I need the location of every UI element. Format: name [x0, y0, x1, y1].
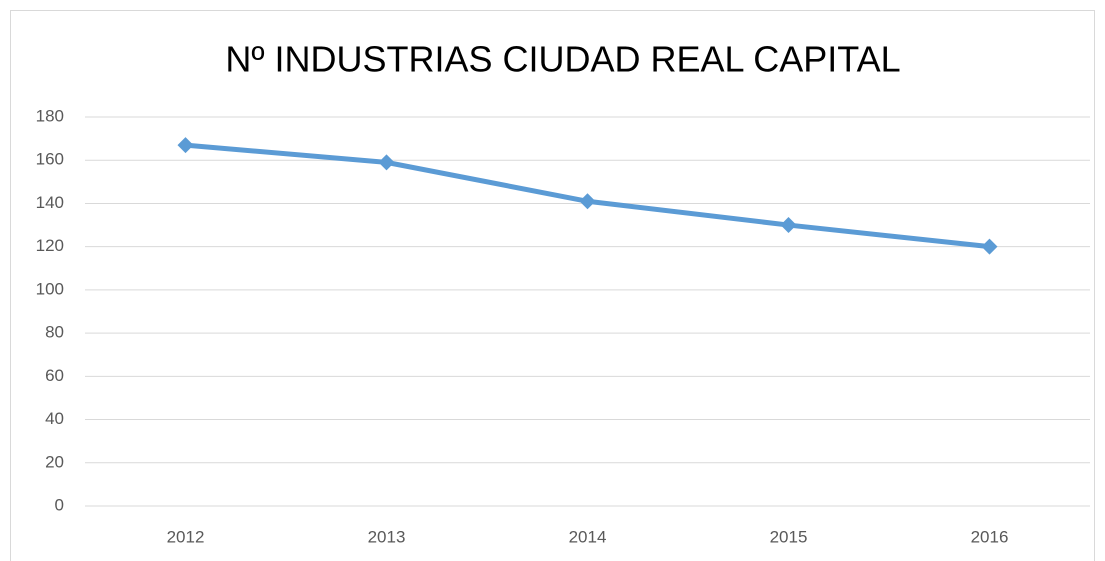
x-tick-label: 2015	[770, 527, 808, 546]
y-tick-label: 180	[36, 106, 64, 125]
data-marker	[981, 238, 998, 255]
y-tick-label: 40	[45, 409, 64, 428]
x-tick-label: 2013	[368, 527, 406, 546]
y-tick-label: 140	[36, 193, 64, 212]
x-tick-label: 2012	[167, 527, 205, 546]
y-tick-label: 20	[45, 452, 64, 471]
y-tick-label: 100	[36, 279, 64, 298]
x-tick-label: 2014	[569, 527, 607, 546]
data-marker	[780, 217, 797, 234]
data-marker	[177, 137, 194, 154]
data-marker	[378, 154, 395, 171]
y-tick-label: 80	[45, 323, 64, 342]
y-tick-label: 160	[36, 150, 64, 169]
y-tick-label: 60	[45, 366, 64, 385]
data-marker	[579, 193, 596, 210]
y-tick-label: 0	[55, 495, 64, 514]
chart-frame	[10, 10, 1095, 561]
y-tick-label: 120	[36, 236, 64, 255]
x-tick-label: 2016	[971, 527, 1009, 546]
chart-title: Nº INDUSTRIAS CIUDAD REAL CAPITAL	[225, 39, 900, 80]
